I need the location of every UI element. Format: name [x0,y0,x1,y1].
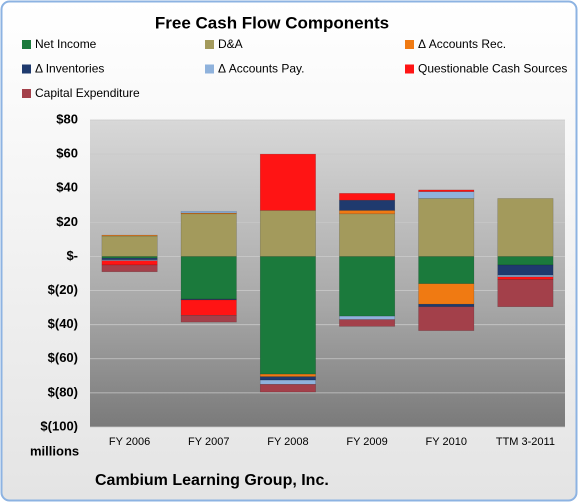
bar-segment [101,235,158,257]
bar-segment [101,260,158,266]
x-tick-label: FY 2010 [426,436,467,448]
bar-segment [339,199,396,211]
bar-segment [418,191,475,199]
bar-segment [497,264,554,276]
bar-segment [259,384,316,393]
legend-swatch [205,40,214,49]
y-tick-label: $(100) [40,418,78,433]
x-tick-label: FY 2008 [267,436,308,448]
bar-segment [259,379,316,385]
bar-segment [180,315,237,323]
bar-segment [497,279,554,308]
y-tick-label: $(60) [48,350,78,365]
plot-area [90,120,565,427]
bar-segment [418,303,475,308]
bar-segment [101,256,158,259]
x-tick-label: FY 2006 [109,436,150,448]
legend-swatch [205,64,214,74]
y-tick-label: $(80) [48,384,78,399]
x-tick-label: FY 2009 [346,436,387,448]
legend-label: Δ Inventories [35,62,104,76]
y-tick-label: $(20) [48,282,78,297]
y-tick-label: $(40) [48,316,78,331]
bar-segment [339,256,396,317]
bar-segment [497,276,554,280]
bar-segment [339,193,396,201]
y-tick-label: $- [66,248,78,263]
bar-segment [180,213,237,257]
legend-label: Net Income [35,37,97,51]
legend-label: Questionable Cash Sources [418,62,567,76]
legend-swatch [405,64,414,74]
bar-segment [418,198,475,257]
chart-layer: $(100) $(80) $(60) $(40) $(20) $- $20 $40 $60 $80… [22,37,567,448]
bar-segment [339,210,396,215]
y-tick-label: $40 [56,180,78,195]
bar-segment [101,257,158,261]
y-tick-label: $80 [56,111,78,126]
legend-label: Δ Accounts Pay. [218,62,305,76]
bar-segment [180,299,237,316]
bar-segment [497,256,554,266]
bar-segment [339,319,396,327]
bar-segment [259,373,316,377]
bar-segment [180,210,237,214]
bar-segment [259,256,316,375]
bar-segment [180,256,237,300]
bar-segment [259,376,316,381]
bar-segment [497,274,554,278]
bar-segment [101,234,158,237]
x-tick-label: FY 2007 [188,436,229,448]
bar-segment [259,210,316,257]
legend-swatch [22,64,31,74]
bar-segment [339,315,396,320]
x-tick-label: TTM 3-2011 [496,436,555,448]
bar-segment [259,153,316,211]
legend-label: Capital Expenditure [35,86,140,100]
legend-swatch [405,40,414,49]
legend-swatch [22,89,31,98]
bar-segment [418,256,475,284]
bar-segment [418,189,475,192]
y-tick-label: $20 [56,214,78,229]
y-tick-label: $60 [56,146,78,161]
legend-swatch [22,40,31,49]
bar-segment [418,283,475,305]
bar-segment [101,264,158,273]
bar-segment [497,198,554,257]
unit-label: millions [30,443,79,458]
source: Cambium Learning Group, Inc. [95,472,329,489]
legend-label: Δ Accounts Rec. [418,37,506,51]
legend-label: D&A [218,37,243,51]
bar-segment [339,213,396,257]
bar-segment [418,306,475,331]
chart-title: Free Cash Flow Components [155,13,389,32]
